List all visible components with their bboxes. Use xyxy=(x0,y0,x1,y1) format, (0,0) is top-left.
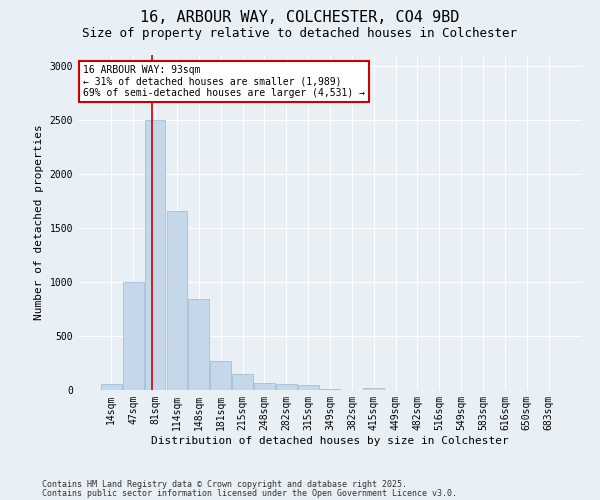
Bar xyxy=(364,388,384,390)
Bar xyxy=(298,386,319,390)
Text: 16, ARBOUR WAY, COLCHESTER, CO4 9BD: 16, ARBOUR WAY, COLCHESTER, CO4 9BD xyxy=(140,10,460,25)
Text: Contains HM Land Registry data © Crown copyright and database right 2025.: Contains HM Land Registry data © Crown c… xyxy=(42,480,407,489)
Bar xyxy=(276,384,296,390)
Bar xyxy=(123,282,143,390)
Bar xyxy=(320,389,340,390)
Bar xyxy=(101,384,122,390)
Text: Contains public sector information licensed under the Open Government Licence v3: Contains public sector information licen… xyxy=(42,489,457,498)
Bar xyxy=(167,210,187,390)
Text: 16 ARBOUR WAY: 93sqm
← 31% of detached houses are smaller (1,989)
69% of semi-de: 16 ARBOUR WAY: 93sqm ← 31% of detached h… xyxy=(83,65,365,98)
Bar xyxy=(232,374,253,390)
Bar xyxy=(210,361,231,390)
X-axis label: Distribution of detached houses by size in Colchester: Distribution of detached houses by size … xyxy=(151,436,509,446)
Text: Size of property relative to detached houses in Colchester: Size of property relative to detached ho… xyxy=(83,28,517,40)
Y-axis label: Number of detached properties: Number of detached properties xyxy=(34,124,44,320)
Bar xyxy=(145,120,166,390)
Bar xyxy=(188,299,209,390)
Bar xyxy=(254,382,275,390)
